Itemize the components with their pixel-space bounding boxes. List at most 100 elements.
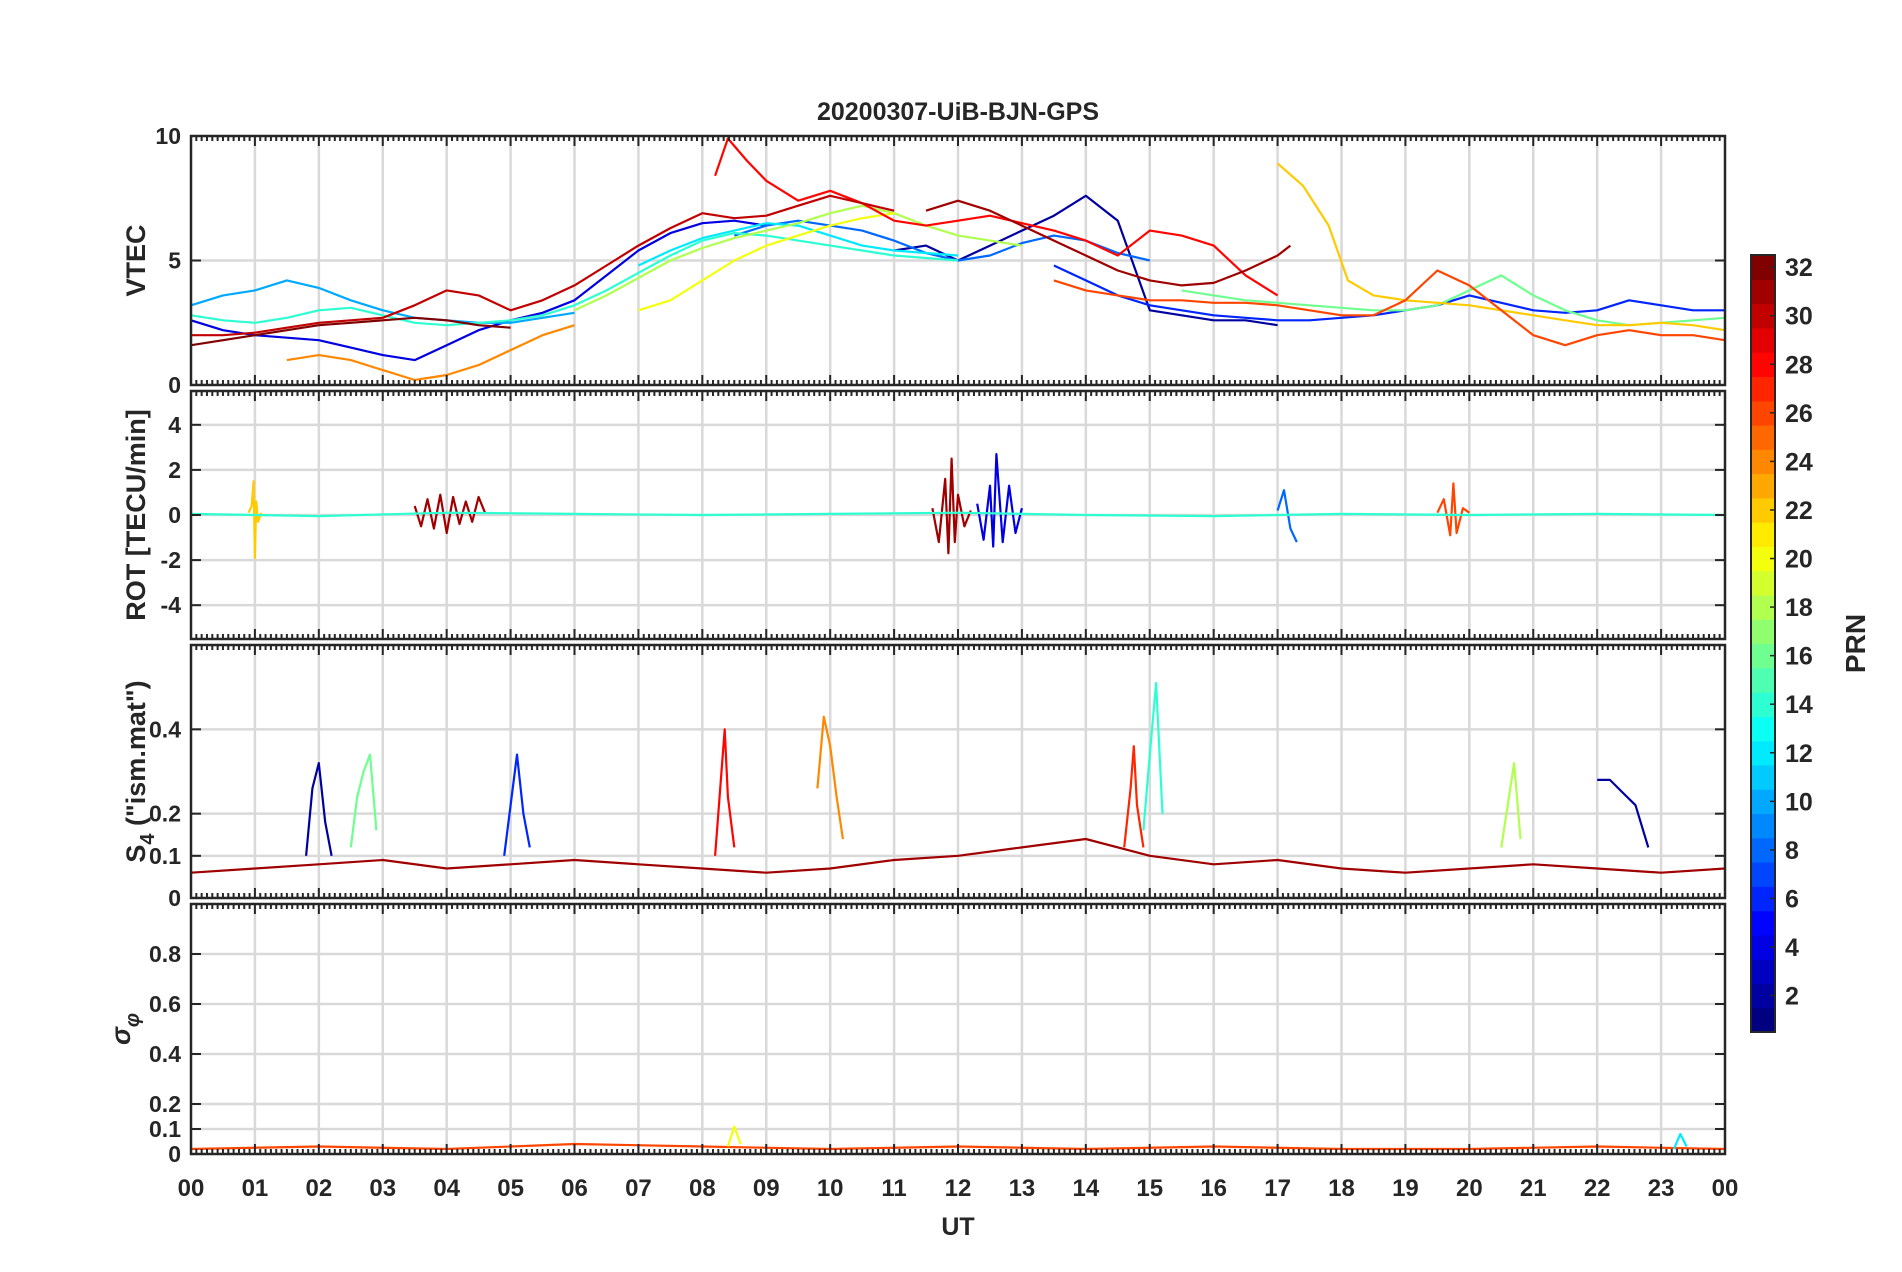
- y-tick-label: 2: [168, 457, 181, 483]
- y-axis-label-sub: φ: [122, 1013, 144, 1027]
- colorbar-segment: [1751, 813, 1775, 839]
- series-line-prn-4: [976, 453, 1023, 548]
- series-line-prn-27: [1123, 745, 1145, 848]
- y-tick-label: 0.1: [149, 843, 181, 869]
- colorbar-segment: [1751, 522, 1775, 547]
- colorbar-tick-label: 20: [1785, 546, 1813, 574]
- colorbar-label: PRN: [1840, 614, 1871, 673]
- series-line-prn-14: [1142, 681, 1164, 831]
- series-line-prn-28: [714, 728, 736, 856]
- y-tick-label: 0.2: [149, 801, 181, 827]
- series-line-prn-6: [503, 753, 531, 856]
- x-tick-label: 20: [1456, 1175, 1483, 1202]
- series-line-prn-4: [191, 219, 767, 362]
- y-tick-label: -2: [161, 547, 181, 573]
- x-tick-label: 09: [753, 1175, 780, 1202]
- x-tick-labels: 00 01 02 03 04 05 06 07 08 09 10 11 12 13 14 15 16 17 18 19…: [178, 1175, 1739, 1202]
- y-axis-label-main: σ: [106, 1026, 136, 1045]
- x-tick-label: 17: [1264, 1175, 1291, 1202]
- series-line-prn-10: [191, 279, 575, 324]
- x-tick-label: 21: [1520, 1175, 1547, 1202]
- series-line-prn-18: [1500, 761, 1522, 848]
- colorbar-tick-label: 10: [1785, 788, 1813, 816]
- x-tick-label: 00: [178, 1175, 205, 1202]
- colorbar-tick-label: 28: [1785, 351, 1813, 379]
- y-axis-label-rest: ("ism.mat"): [121, 680, 151, 833]
- y-axis-label: VTEC: [121, 224, 151, 296]
- colorbar-segment: [1751, 279, 1775, 305]
- y-tick-label: 0.4: [149, 1041, 181, 1067]
- x-tick-label: 08: [689, 1175, 716, 1202]
- y-axis-label: S4 ("ism.mat"): [121, 680, 159, 862]
- x-tick-label: 02: [305, 1175, 332, 1202]
- series-line-prn-31: [931, 457, 972, 555]
- series-line-prn-28: [714, 137, 1279, 297]
- colorbar-tick-label: 32: [1785, 254, 1813, 282]
- series-group: [191, 137, 1725, 382]
- series-line-prn-14: [191, 232, 959, 327]
- colorbar-segment: [1751, 862, 1775, 887]
- colorbar-segment: [1751, 910, 1775, 936]
- y-tick-label: 0: [168, 885, 181, 911]
- series-line-prn-26: [1053, 269, 1725, 347]
- colorbar-tick-label: 26: [1785, 400, 1813, 428]
- series-line-prn-8: [1276, 489, 1298, 543]
- colorbar-segment: [1751, 619, 1775, 645]
- colorbar-tick-label: 6: [1785, 885, 1799, 913]
- panel-vtec: 0 5 10 VTEC: [121, 123, 1727, 398]
- colorbar-tick-label: 18: [1785, 594, 1813, 622]
- x-tick-label: 16: [1200, 1175, 1227, 1202]
- y-tick-label: 0.6: [149, 991, 181, 1017]
- axes-frame: [189, 643, 1727, 900]
- y-tick-label: 0.8: [149, 941, 181, 967]
- y-tick-label: 0: [168, 502, 181, 528]
- series-line-prn-31: [413, 493, 487, 535]
- panel-s4: 00.10.20.4S4 ("ism.mat"): [121, 643, 1727, 911]
- y-tick-label: 5: [168, 248, 181, 274]
- colorbar-tick-label: 4: [1785, 934, 1799, 962]
- x-tick-label: 01: [242, 1175, 269, 1202]
- x-tick-label: 05: [497, 1175, 524, 1202]
- y-tick-label: 4: [168, 412, 181, 438]
- x-tick-label: 12: [945, 1175, 972, 1202]
- colorbar-segment: [1751, 667, 1775, 693]
- series-line-prn-12: [637, 222, 959, 267]
- colorbar-segment: [1751, 473, 1775, 499]
- x-tick-label: 03: [369, 1175, 396, 1202]
- series-line-prn-2: [1597, 778, 1650, 848]
- colorbar-segment: [1751, 376, 1775, 402]
- axes-frame: [189, 134, 1727, 387]
- panel-rot: -4 -2 0 2 4 ROT [TECU/min]: [121, 389, 1727, 641]
- colorbar-segment: [1751, 716, 1775, 742]
- series-group: [191, 453, 1725, 559]
- x-tick-label: 13: [1009, 1175, 1036, 1202]
- series-line-prn-18: [574, 204, 1023, 312]
- y-tick-label: 0.1: [149, 1116, 181, 1142]
- series-group: [191, 681, 1725, 874]
- series-line-prn-22: [1276, 162, 1725, 332]
- colorbar-tick-label: 22: [1785, 497, 1813, 525]
- x-tick-label: 00: [1712, 1175, 1739, 1202]
- x-tick-label: 23: [1648, 1175, 1675, 1202]
- x-tick-label: 18: [1328, 1175, 1355, 1202]
- series-line-prn-12: [1672, 1132, 1688, 1150]
- y-axis-label: σφ: [106, 1013, 144, 1045]
- colorbar-tick-label: 16: [1785, 643, 1813, 671]
- series-line-prn-14: [191, 511, 1725, 518]
- colorbar-tick-label: 2: [1785, 983, 1799, 1011]
- series-line-prn-31: [925, 199, 1292, 287]
- colorbar-segment: [1751, 764, 1775, 790]
- y-axis-label: ROT [TECU/min]: [121, 409, 151, 620]
- series-line-prn-30: [191, 194, 895, 337]
- colorbar-tick-label: 14: [1785, 691, 1813, 719]
- series-line-prn-20: [726, 1125, 742, 1147]
- grid: [191, 904, 1725, 1154]
- colorbar-segment: [1751, 570, 1775, 596]
- x-tick-label: 04: [433, 1175, 460, 1202]
- y-tick-label: -4: [161, 592, 182, 618]
- colorbar-tick-label: 8: [1785, 837, 1799, 865]
- colorbar-segment: [1751, 959, 1775, 985]
- axes-frame: [189, 389, 1727, 641]
